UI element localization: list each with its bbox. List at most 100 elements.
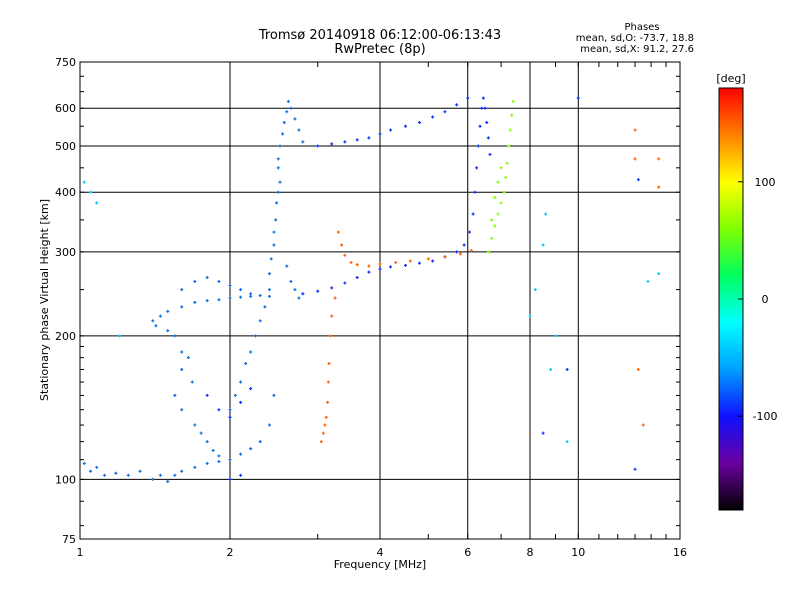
data-point [340, 243, 344, 247]
data-point [263, 305, 267, 309]
data-point [173, 334, 177, 338]
data-point [166, 479, 170, 483]
data-point [355, 263, 359, 267]
data-point [469, 248, 473, 252]
data-point [394, 260, 398, 264]
data-point [289, 106, 293, 110]
x-tick-label: 4 [377, 546, 384, 559]
data-point [327, 361, 331, 365]
data-point [528, 314, 532, 318]
data-point [228, 415, 232, 419]
data-point [462, 243, 466, 247]
data-point [330, 286, 334, 290]
y-tick-label: 400 [55, 186, 76, 199]
data-point [269, 257, 273, 261]
data-point [646, 279, 650, 283]
data-point [499, 166, 503, 170]
data-point [239, 452, 243, 456]
data-point [636, 367, 640, 371]
data-point [496, 212, 500, 216]
colorbar-tick-label: -100 [753, 410, 778, 423]
colorbar-tick-label: 0 [762, 293, 769, 306]
data-point [293, 117, 297, 121]
data-point [336, 230, 340, 234]
data-point [504, 175, 508, 179]
data-point [173, 393, 177, 397]
data-point [217, 408, 221, 412]
data-point [565, 367, 569, 371]
data-point [138, 469, 142, 473]
data-point [478, 124, 482, 128]
data-point [249, 292, 253, 296]
data-point [458, 252, 462, 256]
y-axis-label: Stationary phase Virtual Height [km] [38, 199, 51, 401]
data-point [180, 288, 184, 292]
data-point [89, 469, 93, 473]
data-point [180, 367, 184, 371]
data-point [493, 224, 497, 228]
data-point [657, 157, 661, 161]
data-point [272, 230, 276, 234]
phases-x-text: mean, sd,X: 91.2, 27.6 [580, 44, 694, 55]
data-point [154, 324, 158, 328]
data-point [126, 473, 130, 477]
data-point [633, 467, 637, 471]
data-point [443, 110, 447, 114]
data-point [253, 334, 257, 338]
data-point [272, 393, 276, 397]
data-point [249, 294, 253, 298]
data-point [228, 408, 232, 412]
data-point [272, 243, 276, 247]
data-point [267, 288, 271, 292]
data-point [228, 477, 232, 481]
data-points [82, 96, 661, 483]
data-point [486, 250, 490, 254]
data-point [278, 180, 282, 184]
data-point [473, 190, 477, 194]
data-point [466, 96, 470, 100]
y-tick-label: 300 [55, 246, 76, 259]
data-point [431, 115, 435, 119]
data-point [553, 334, 557, 338]
data-point [217, 279, 221, 283]
data-point [217, 460, 221, 464]
data-point [471, 212, 475, 216]
data-point [297, 128, 301, 132]
y-tick-label: 750 [55, 56, 76, 69]
data-point [267, 423, 271, 427]
data-point [343, 140, 347, 144]
data-point [193, 465, 197, 469]
data-point [507, 144, 511, 148]
data-point [166, 309, 170, 313]
data-point [180, 408, 184, 412]
data-point [541, 243, 545, 247]
data-point [180, 350, 184, 354]
plot-grid [80, 62, 680, 539]
data-point [426, 257, 430, 261]
data-point [173, 473, 177, 477]
data-point [323, 423, 327, 427]
data-point [258, 440, 262, 444]
data-point [239, 473, 243, 477]
data-point [417, 121, 421, 125]
data-point [316, 289, 320, 293]
data-point [233, 393, 237, 397]
data-point [114, 471, 118, 475]
data-point [82, 461, 86, 465]
data-point [349, 260, 353, 264]
data-point [281, 132, 285, 136]
data-point [378, 262, 382, 266]
data-point [355, 138, 359, 142]
data-point [641, 423, 645, 427]
data-point [508, 128, 512, 132]
phases-title: Phases [624, 22, 659, 33]
chart-title: Tromsø 20140918 06:12:00-06:13:43 [258, 28, 501, 43]
data-point [324, 415, 328, 419]
data-point [493, 195, 497, 199]
data-point [267, 272, 271, 276]
y-tick-label: 100 [55, 473, 76, 486]
data-point [490, 218, 494, 222]
data-point [490, 236, 494, 240]
data-point [633, 157, 637, 161]
